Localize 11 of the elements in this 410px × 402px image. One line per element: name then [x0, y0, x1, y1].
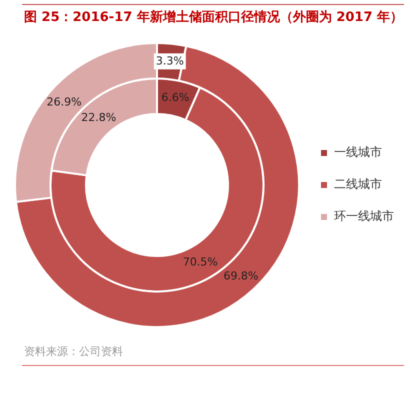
data-label: 70.5%	[182, 255, 218, 268]
data-label: 22.8%	[81, 110, 116, 124]
data-label: 26.9%	[46, 95, 82, 108]
data-label: 69.8%	[223, 269, 258, 282]
data-label: 6.6%	[161, 91, 190, 104]
legend-label: 环一线城市	[334, 209, 394, 224]
legend-label: 一线城市	[334, 145, 382, 160]
data-label: 3.3%	[156, 54, 184, 68]
text: 资料来源：公司资料	[23, 344, 124, 359]
chart-title: 图 25：2016-17 年新增土储面积口径情况（外圈为 2017 年）	[23, 8, 404, 26]
legend-label: 二线城市	[334, 177, 382, 192]
